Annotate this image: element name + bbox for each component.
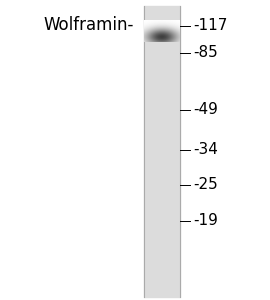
Text: Wolframin-: Wolframin-	[43, 16, 134, 34]
Text: -85: -85	[193, 45, 218, 60]
Text: -34: -34	[193, 142, 218, 158]
Text: -25: -25	[193, 177, 218, 192]
Text: -19: -19	[193, 213, 218, 228]
Text: -117: -117	[193, 18, 227, 33]
Bar	[144, 6, 180, 297]
Text: -49: -49	[193, 102, 218, 117]
